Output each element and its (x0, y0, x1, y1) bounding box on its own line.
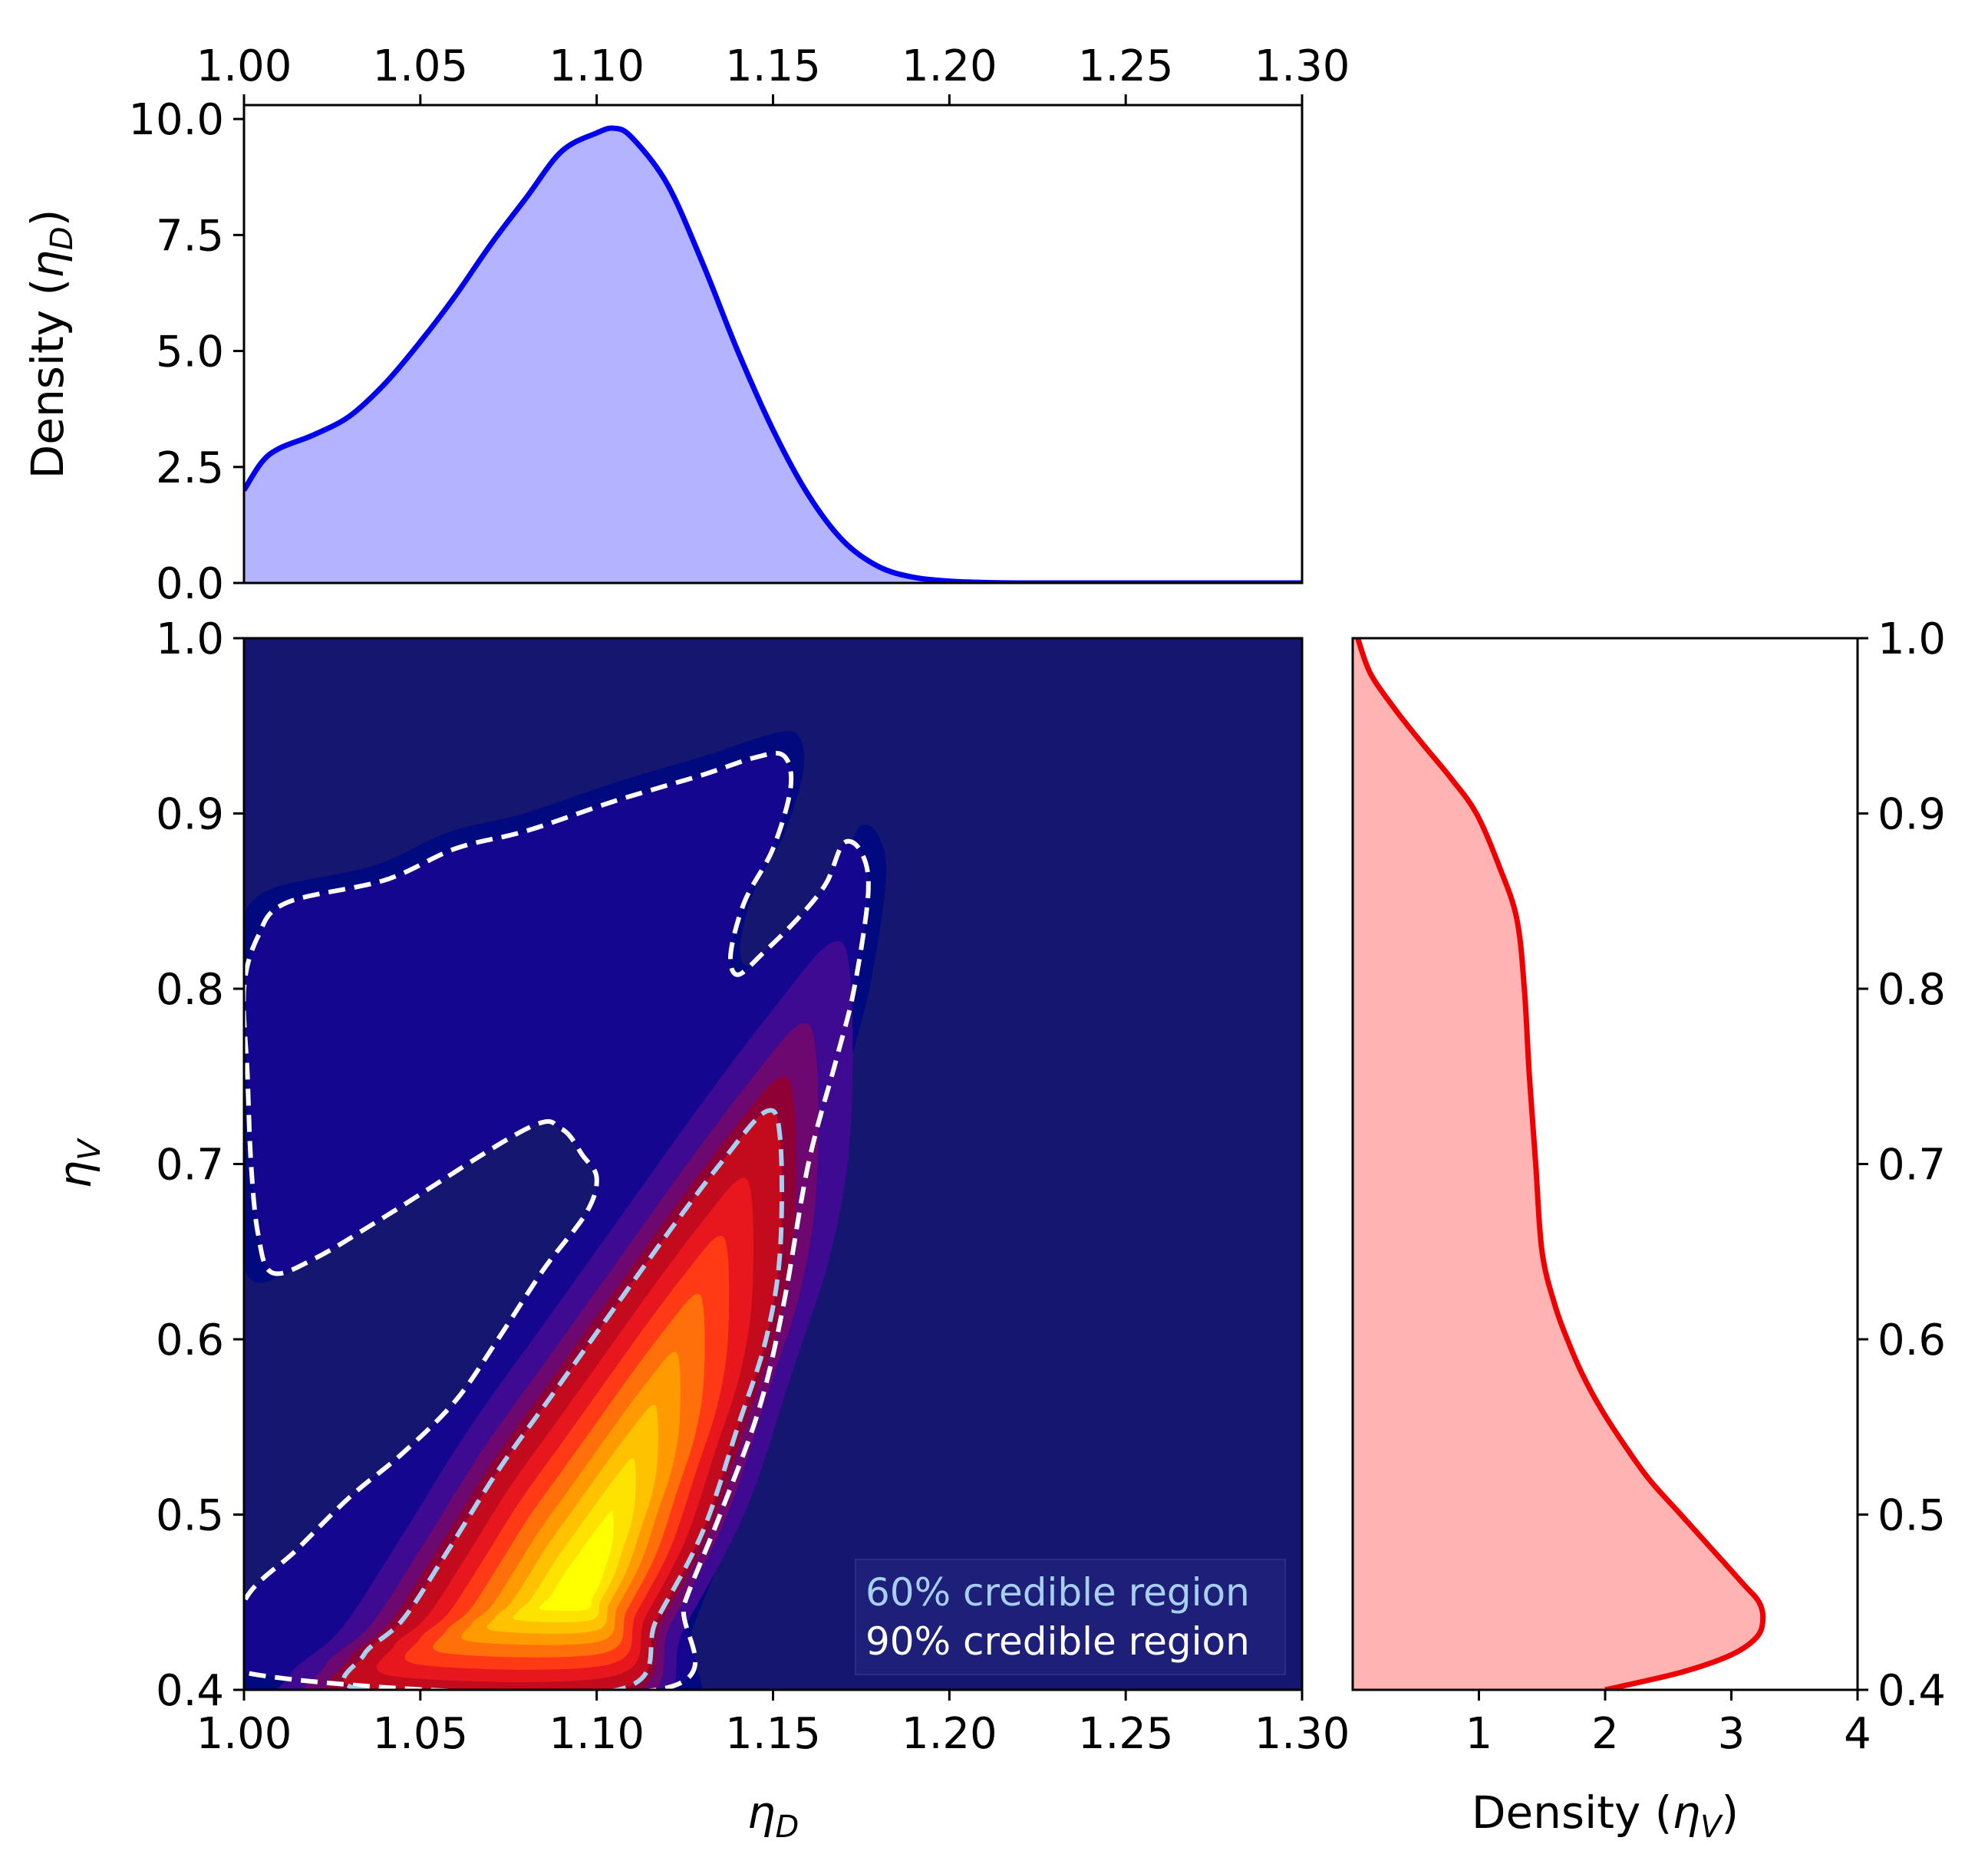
legend-label: 60% credible region (865, 1570, 1250, 1615)
top-xtick-label: 1.15 (725, 41, 821, 91)
joint-xtick-label: 1.25 (1078, 1709, 1174, 1759)
top-xtick-label: 1.30 (1254, 41, 1350, 91)
right-density-fill (1353, 638, 1763, 1690)
right-ytick-label: 0.4 (1878, 1666, 1946, 1716)
top-ytick-label: 5.0 (156, 328, 224, 377)
legend-label: 90% credible region (865, 1619, 1250, 1664)
top-ytick-label: 0.0 (156, 559, 224, 609)
joint-ytick-label: 0.9 (156, 790, 224, 840)
joint-ytick-label: 0.6 (156, 1316, 224, 1365)
top-ylabel: Density (ηD) (21, 209, 80, 479)
joint-xtick-label: 1.30 (1254, 1709, 1350, 1759)
right-xtick-label: 2 (1591, 1709, 1619, 1759)
right-ytick-label: 0.6 (1878, 1316, 1946, 1365)
credible-60-contour (341, 1108, 785, 1690)
joint-ylabel: ηV (49, 1138, 107, 1189)
contour-band (513, 1457, 636, 1622)
right-xtick-label: 4 (1844, 1709, 1871, 1759)
top-xtick-label: 1.00 (196, 41, 292, 91)
contour-band (486, 1404, 658, 1634)
joint-xtick-label: 1.00 (196, 1709, 292, 1759)
top-xtick-label: 1.25 (1078, 41, 1174, 91)
joint-ytick-label: 1.0 (156, 614, 224, 664)
joint-xlabel: ηD (747, 1786, 799, 1845)
joint-plot (244, 638, 1302, 1690)
right-ytick-label: 1.0 (1878, 614, 1946, 664)
right-density-line (1355, 638, 1766, 1690)
right-xtick-label: 3 (1718, 1709, 1746, 1759)
top-xtick-label: 1.20 (902, 41, 997, 91)
joint-xtick-label: 1.05 (372, 1709, 468, 1759)
top-xtick-label: 1.05 (372, 41, 468, 91)
top-marginal-plot (244, 125, 1302, 583)
joint-ytick-label: 0.5 (156, 1491, 224, 1541)
joint-xtick-label: 1.10 (549, 1709, 645, 1759)
right-xlabel: Density (ηV) (1472, 1786, 1739, 1845)
joint-ytick-label: 0.8 (156, 965, 224, 1015)
top-ytick-label: 10.0 (128, 95, 224, 145)
top-xtick-label: 1.10 (549, 41, 645, 91)
right-ytick-label: 0.8 (1878, 965, 1946, 1015)
right-marginal-plot (1353, 638, 1766, 1690)
contour-band (539, 1511, 614, 1612)
right-ytick-label: 0.7 (1878, 1141, 1946, 1190)
joint-ytick-label: 0.7 (156, 1141, 224, 1190)
right-ytick-label: 0.5 (1878, 1491, 1946, 1541)
joint-ytick-label: 0.4 (156, 1666, 224, 1716)
top-ytick-label: 2.5 (156, 443, 224, 493)
top-ytick-label: 7.5 (156, 211, 224, 261)
top-density-fill (244, 127, 1302, 583)
joint-xtick-label: 1.20 (902, 1709, 997, 1759)
top-density-line (244, 125, 1302, 583)
joint-xtick-label: 1.15 (725, 1709, 821, 1759)
right-xtick-label: 1 (1465, 1709, 1493, 1759)
credible-90-contour (244, 750, 871, 1690)
legend-box (855, 1559, 1286, 1675)
right-ytick-label: 0.9 (1878, 790, 1946, 840)
